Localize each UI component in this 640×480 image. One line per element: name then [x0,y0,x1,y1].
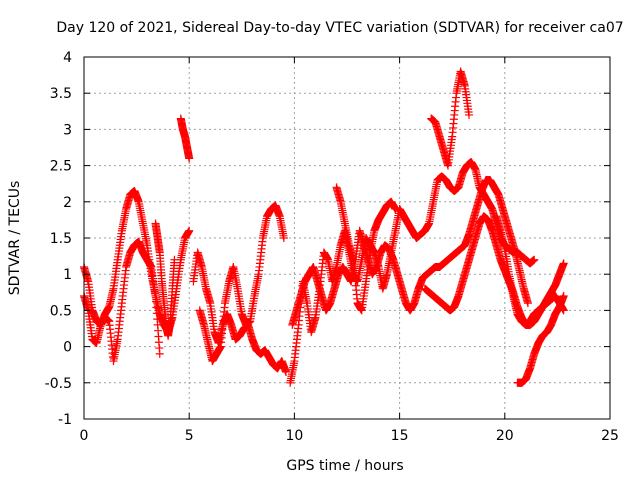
y-axis-label: SDTVAR / TECUs [7,181,23,296]
chart-title: Day 120 of 2021, Sidereal Day-to-day VTE… [56,20,623,36]
y-tick-label: 2.5 [50,159,72,175]
axis-ticks [83,56,611,420]
data-point [559,291,568,300]
data-point [279,234,288,242]
data-point [523,299,532,308]
y-tick-label: 3 [63,122,72,138]
data-points [80,67,568,387]
x-axis-label: GPS time / hours [286,458,403,474]
series-trace-7 [288,176,532,329]
y-tick-label: 1 [63,267,72,283]
y-tick-labels: -1 -0.5 0 0.5 1 1.5 2 2.5 3 3.5 4 [45,50,72,428]
y-tick-label: 1.5 [50,231,72,247]
series-trace-9 [427,67,474,170]
x-tick-label: 0 [80,428,89,444]
x-tick-labels: 0 5 10 15 20 25 [80,428,619,444]
x-tick-label: 15 [391,428,409,444]
data-point [170,255,179,264]
series-trace-3 [176,114,194,163]
series-trace-6 [286,157,539,387]
data-point [530,255,539,264]
data-point [391,205,400,214]
data-point [559,259,568,268]
y-tick-label: 3.5 [50,86,72,102]
series-trace-8 [420,212,568,329]
series-trace-4 [189,248,290,376]
x-tick-label: 5 [185,428,194,444]
x-tick-label: 10 [285,428,303,444]
series-trace-11 [513,291,568,387]
y-tick-label: -0.5 [45,376,72,392]
y-tick-label: 0 [63,340,72,356]
y-tick-label: 0.5 [50,303,72,319]
y-tick-label: -1 [58,412,72,428]
x-tick-label: 20 [496,428,514,444]
series-trace-10 [492,212,568,329]
data-point [155,349,164,358]
series-trace-2 [80,237,164,366]
x-tick-label: 25 [601,428,619,444]
data-point [465,110,474,119]
series-trace-12 [151,219,179,340]
y-tick-label: 2 [63,195,72,211]
y-tick-label: 4 [63,50,72,66]
series-trace-1 [80,186,194,337]
data-point [185,226,194,235]
series-trace-13 [332,183,400,315]
data-point [185,154,194,163]
series-trace-5 [195,201,288,366]
